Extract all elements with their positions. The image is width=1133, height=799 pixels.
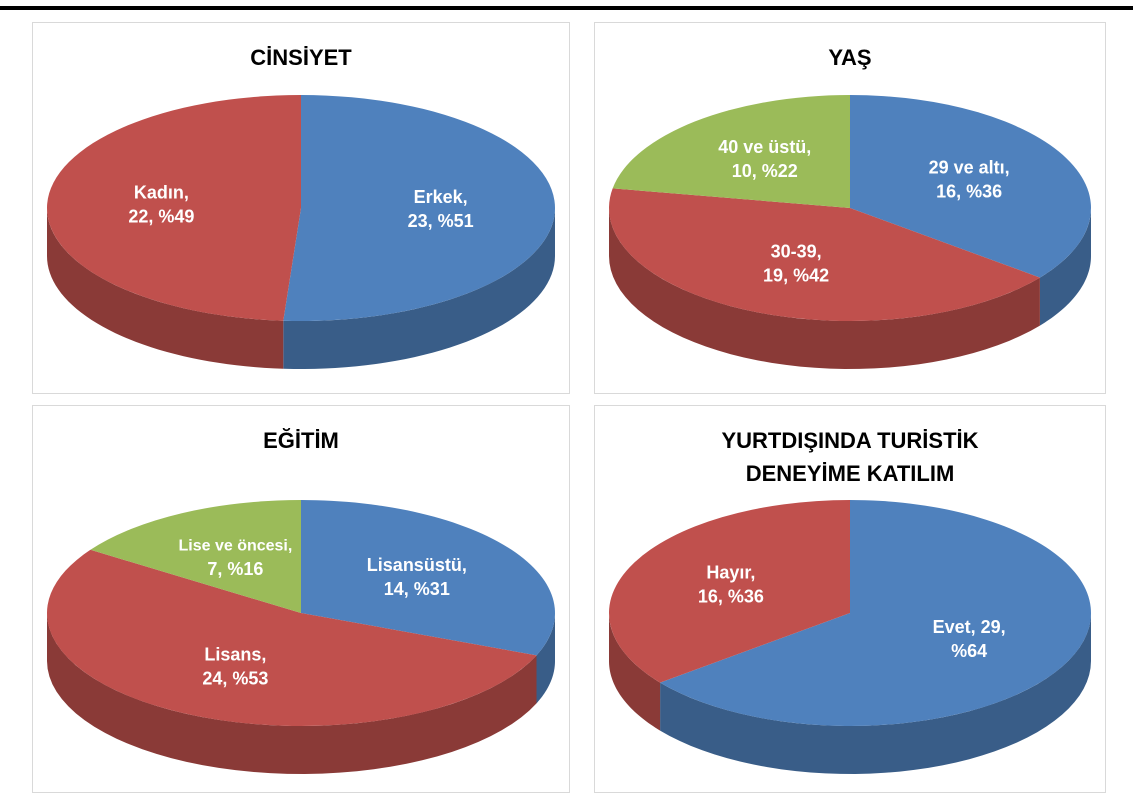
chart-title: YAŞ: [828, 45, 872, 70]
top-rule: [0, 6, 1133, 10]
data-label: Hayır,: [706, 563, 755, 583]
pie-side: [609, 208, 1040, 369]
data-label: 7, %16: [207, 559, 263, 579]
chart-panel: YURTDIŞINDA TURİSTİK DENEYİME KATILIM Eve…: [594, 405, 1106, 793]
data-label: Erkek,: [414, 187, 468, 207]
data-label: Lisansüstü,: [367, 555, 467, 575]
data-label: 24, %53: [202, 669, 268, 689]
pie-side: [283, 208, 555, 369]
pie-chart: 29 ve altı, 16, %36 30-39, 19, %42 40 ve üst…: [609, 95, 1091, 369]
data-label: 19, %42: [763, 266, 829, 286]
pie-slice: [47, 95, 301, 321]
chart-panel: EĞİTİM Lisansüstü, 14, %31 Lisans, 24, %53 Li…: [32, 405, 570, 793]
data-label: 14, %31: [384, 579, 450, 599]
pie-side: [1039, 208, 1091, 326]
data-label: 16, %36: [936, 182, 1002, 202]
pie-slice: [850, 95, 1091, 278]
pie-side: [536, 613, 555, 704]
pie-slice: [47, 549, 537, 726]
data-label: 23, %51: [408, 211, 474, 231]
data-label: Lisans,: [204, 645, 266, 665]
data-label: 22, %49: [128, 207, 194, 227]
pie-slice: [612, 95, 850, 208]
data-label: %64: [951, 641, 987, 661]
data-label: 30-39,: [771, 242, 822, 262]
chart-title: EĞİTİM: [263, 428, 339, 453]
pie-slice: [90, 500, 301, 613]
data-label: Evet, 29,: [933, 617, 1006, 637]
pie-slice: [660, 500, 1091, 726]
data-label: 16, %36: [698, 587, 764, 607]
data-label: 40 ve üstü,: [718, 137, 811, 157]
pie-chart: Evet, 29, %64 Hayır, 16, %36: [609, 500, 1091, 774]
pie-chart: Lisansüstü, 14, %31 Lisans, 24, %53 Lise ve …: [47, 500, 556, 774]
data-label: 10, %22: [732, 161, 798, 181]
data-label: Lise ve öncesi,: [178, 537, 292, 554]
chart-panel: CİNSİYET Erkek, 23, %51 Kadın, 22, %49: [32, 22, 570, 394]
pie-chart: Erkek, 23, %51 Kadın, 22, %49: [47, 95, 556, 369]
pie-slice: [301, 500, 556, 656]
pie-side: [47, 208, 284, 369]
chart-title: CİNSİYET: [250, 45, 352, 70]
pie-slice: [609, 500, 850, 683]
chart-title: YURTDIŞINDA TURİSTİK DENEYİME KATILIM: [721, 428, 979, 486]
data-label: 29 ve altı,: [929, 158, 1010, 178]
pie-side: [609, 613, 661, 731]
pie-slice: [609, 188, 1040, 321]
pie-side: [47, 613, 537, 774]
pie-slice: [283, 95, 556, 321]
chart-panel: YAŞ 29 ve altı, 16, %36 30-39, 19, %42 40 ve …: [594, 22, 1106, 394]
data-label: Kadın,: [134, 183, 189, 203]
pie-side: [660, 613, 1091, 774]
